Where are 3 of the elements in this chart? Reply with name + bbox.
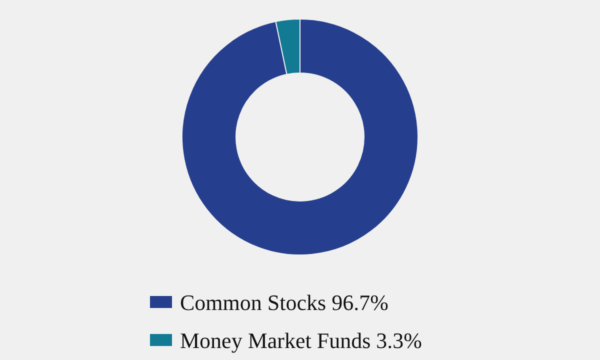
legend-label: Common Stocks 96.7%	[180, 290, 388, 315]
donut-slice	[182, 18, 418, 256]
legend-label: Money Market Funds 3.3%	[180, 328, 422, 353]
